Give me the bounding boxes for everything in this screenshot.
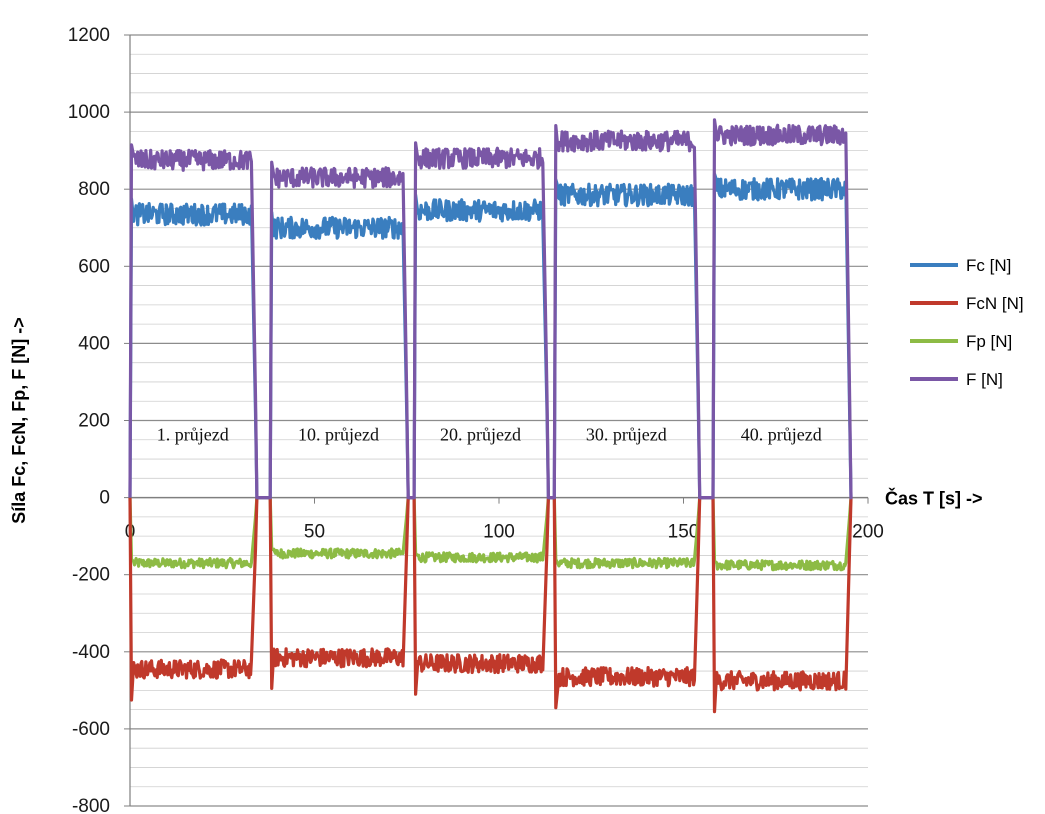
y-tick-label: 200 [78,411,110,432]
x-tick-label: 100 [483,522,515,543]
x-axis-title: Čas T [s] -> [885,488,983,509]
legend-label: FcN [N] [966,294,1024,313]
y-tick-label: 0 [99,488,110,509]
y-tick-label: 1000 [68,102,110,123]
pass-label: 10. průjezd [298,425,379,445]
y-tick-label: 1200 [68,25,110,46]
x-tick-label: 50 [304,522,325,543]
legend: Fc [N] FcN [N] Fp [N] F [N] [910,256,1024,389]
legend-label: Fp [N] [966,332,1012,351]
y-tick-label: -200 [72,565,110,586]
y-tick-label: -800 [72,796,110,814]
x-tick-label: 200 [852,522,884,543]
y-tick-label: -400 [72,642,110,663]
legend-label: Fc [N] [966,256,1011,275]
pass-label: 20. průjezd [440,425,521,445]
y-tick-label: -600 [72,719,110,740]
series-line-fcn [128,496,853,714]
pass-annotations: 1. průjezd 10. průjezd 20. průjezd 30. průj… [157,425,822,445]
x-tick-label: 150 [668,522,700,543]
y-tick-label: 600 [78,256,110,277]
y-axis-title: Síla Fc, FcN, Fp, F [N] -> [9,317,29,524]
series-lines [128,118,853,714]
series-line-f [128,118,853,500]
axis-labels: Čas T [s] -> Síla Fc, FcN, Fp, F [N] -> [9,317,983,524]
y-tick-label: 800 [78,179,110,200]
legend-label: F [N] [966,370,1003,389]
series-line-fp [128,496,853,572]
pass-label: 40. průjezd [741,425,822,445]
pass-label: 1. průjezd [157,425,229,445]
series-line-fc [128,172,853,500]
y-tick-label: 400 [78,333,110,354]
pass-label: 30. průjezd [586,425,667,445]
